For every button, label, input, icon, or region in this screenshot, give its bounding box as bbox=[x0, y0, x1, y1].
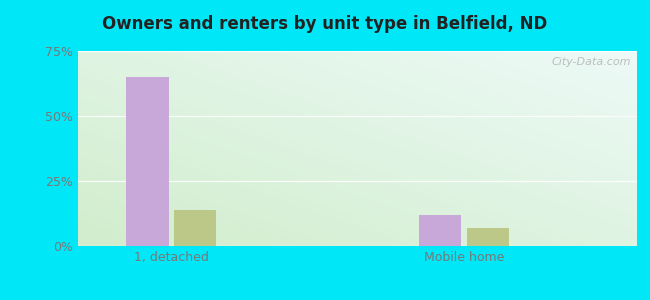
Bar bbox=[419, 215, 462, 246]
Bar bbox=[467, 228, 509, 246]
Text: Owners and renters by unit type in Belfield, ND: Owners and renters by unit type in Belfi… bbox=[103, 15, 547, 33]
Text: City-Data.com: City-Data.com bbox=[552, 57, 631, 67]
Bar bbox=[174, 210, 216, 246]
Bar bbox=[126, 77, 168, 246]
